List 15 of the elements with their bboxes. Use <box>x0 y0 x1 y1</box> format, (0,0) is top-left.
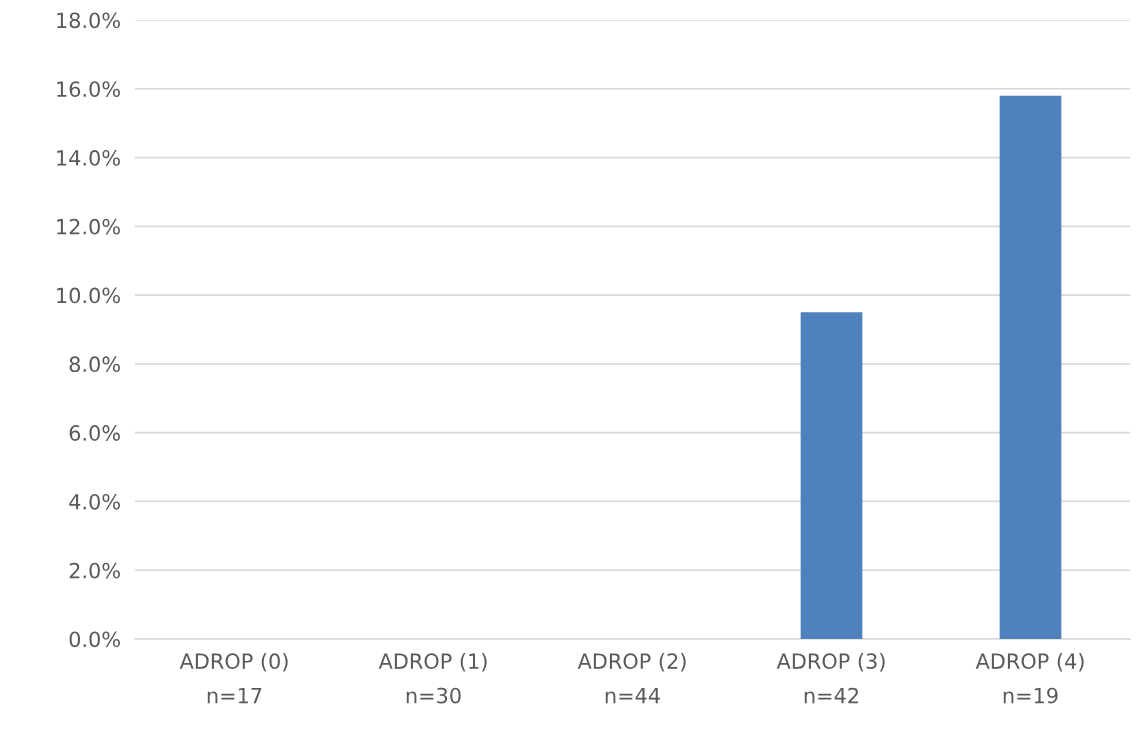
y-tick-label: 18.0% <box>57 12 120 29</box>
x-tick-label: ADROP (1) n=30 <box>378 652 487 704</box>
y-tick-label: 16.0% <box>57 81 120 97</box>
x-tick-label: ADROP (0) n=17 <box>179 652 288 704</box>
y-tick-label: 4.0% <box>69 493 120 510</box>
x-tick-label: ADROP (3) n=42 <box>776 652 885 704</box>
x-tick-label: ADROP (2) n=44 <box>577 652 686 704</box>
y-tick-label: 12.0% <box>57 218 120 235</box>
y-tick-label: 8.0% <box>69 356 120 373</box>
y-tick-label: 10.0% <box>57 287 120 304</box>
y-tick-label: 2.0% <box>69 562 120 579</box>
y-tick-label: 6.0% <box>69 425 120 441</box>
y-tick-label: 0.0% <box>69 631 120 648</box>
y-tick-label: 14.0% <box>57 150 120 166</box>
x-tick-label: ADROP (4) n=19 <box>975 652 1084 704</box>
